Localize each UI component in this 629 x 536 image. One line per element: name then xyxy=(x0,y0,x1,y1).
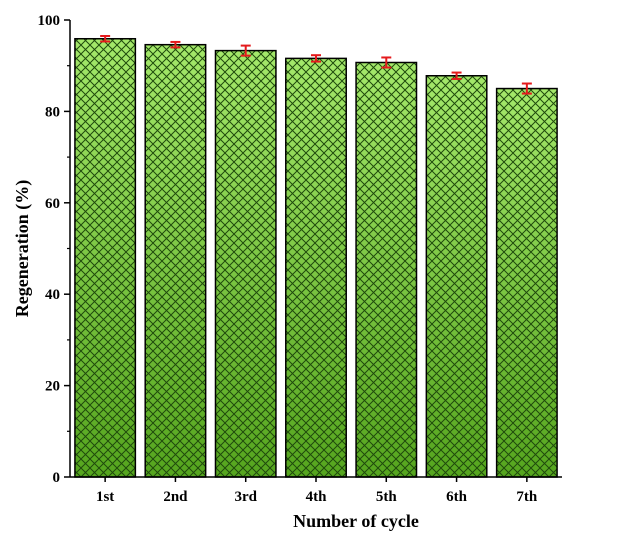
x-tick-label: 7th xyxy=(516,489,537,505)
error-bar-4th xyxy=(311,54,321,63)
error-bar-3rd xyxy=(240,44,251,57)
error-bars-layer xyxy=(100,34,532,95)
x-tick-label: 4th xyxy=(306,489,327,505)
bar-5th xyxy=(355,61,418,478)
bar-1st xyxy=(74,37,137,478)
x-tick-label: 2nd xyxy=(163,489,188,505)
bar-4th xyxy=(285,57,347,478)
error-bar-1st xyxy=(100,34,111,43)
axes-layer xyxy=(64,19,562,482)
bar-hatch xyxy=(356,62,417,477)
bar-hatch xyxy=(74,38,136,477)
x-axis-title: Number of cycle xyxy=(293,511,419,531)
y-tick-label: 0 xyxy=(53,470,61,486)
labels-layer: 1st 2nd 3rd 4th 5th 6th 7th 0 20 40 60 80 100 Number … xyxy=(12,13,538,531)
x-tick-label: 6th xyxy=(446,489,467,505)
x-tick-label: 3rd xyxy=(234,489,257,505)
bars-layer xyxy=(74,37,558,478)
error-bar-6th xyxy=(451,71,462,80)
x-tick-label: 5th xyxy=(376,489,397,505)
x-tick-label: 1st xyxy=(96,489,114,505)
bar-hatch xyxy=(496,88,558,478)
bar-hatch xyxy=(426,75,487,477)
bar-3rd xyxy=(214,49,277,478)
error-bar-2nd xyxy=(170,40,181,49)
error-bar-7th xyxy=(521,82,532,95)
bar-hatch xyxy=(215,50,276,478)
bar-hatch xyxy=(145,44,206,477)
y-tick-label: 40 xyxy=(45,287,60,303)
y-tick-label: 20 xyxy=(45,379,60,395)
bar-2nd xyxy=(144,43,207,478)
error-bar-5th xyxy=(381,56,392,69)
y-axis-title: Regeneration (%) xyxy=(12,180,33,317)
y-tick-label: 60 xyxy=(45,196,60,212)
bar-hatch xyxy=(285,58,347,477)
y-tick-label: 100 xyxy=(38,13,61,29)
bar-6th xyxy=(425,75,488,478)
bar-7th xyxy=(495,87,558,478)
y-tick-label: 80 xyxy=(45,104,60,120)
